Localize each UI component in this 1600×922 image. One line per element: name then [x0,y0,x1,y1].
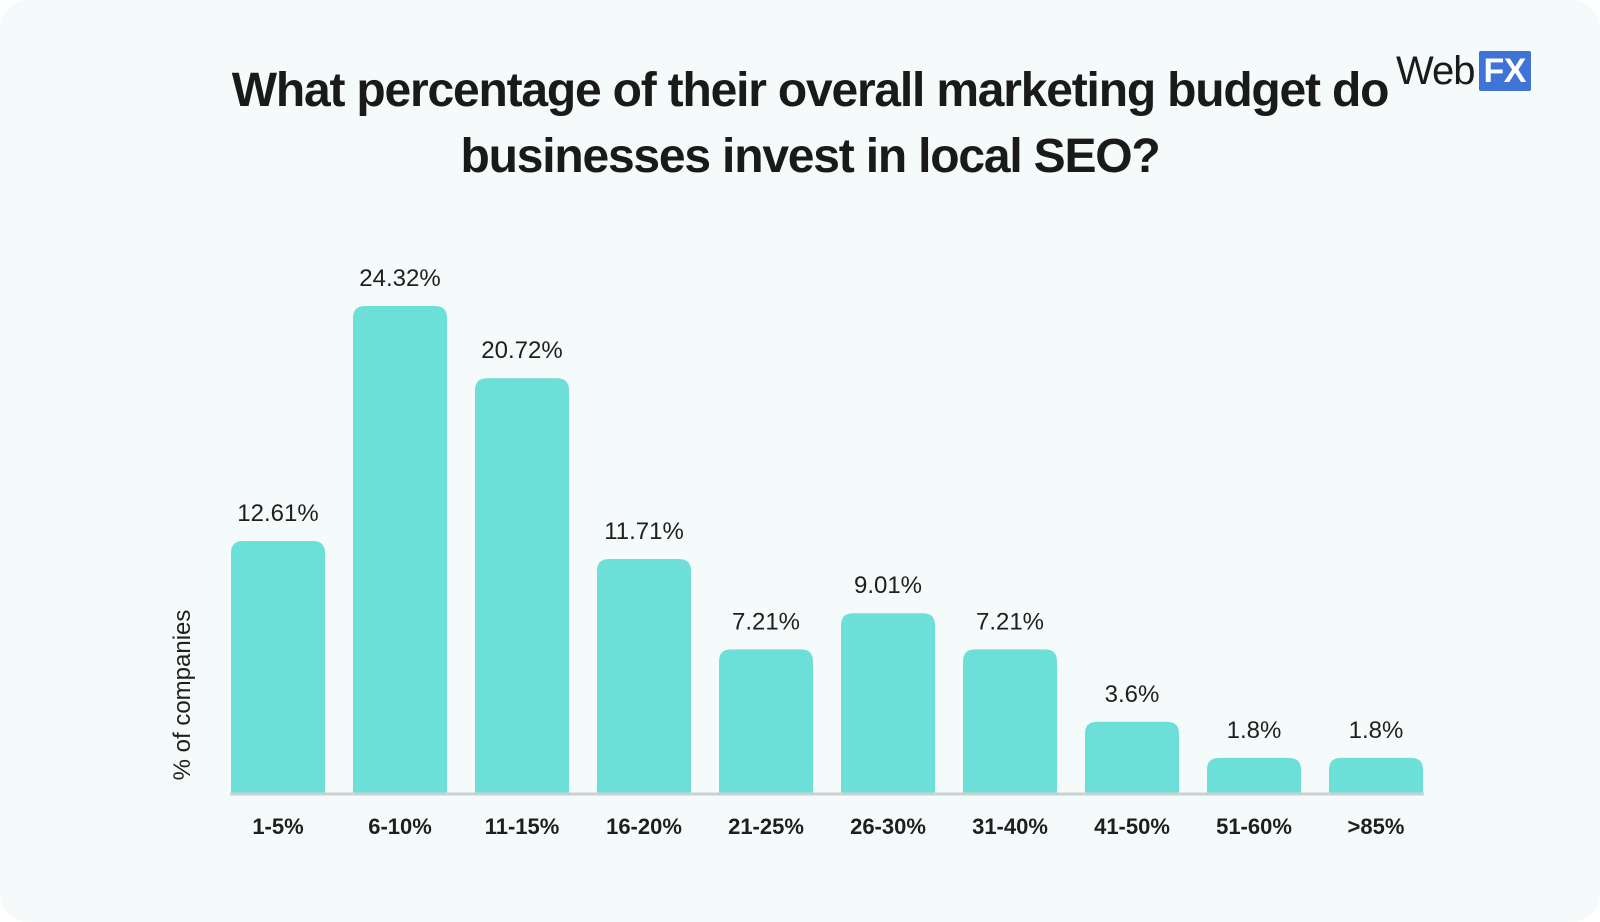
bar-31-40% [963,649,1057,794]
value-label: 9.01% [854,572,922,599]
bar->85% [1329,757,1423,794]
category-label: 11-15% [485,814,560,839]
category-label: 51-60% [1216,814,1292,839]
value-label: 1.8% [1349,717,1404,744]
chart-title: What percentage of their overall marketi… [231,64,1390,183]
bar-51-60% [1207,757,1301,794]
bar-26-30% [841,613,935,794]
category-label: 1-5% [252,814,303,839]
category-label: 6-10% [368,814,432,839]
bar-6-10% [353,306,447,794]
value-label: 24.32% [359,265,440,292]
logo-word: Web [1396,49,1476,93]
bar-21-25% [719,649,813,794]
value-label: 3.6% [1105,681,1160,708]
value-label: 7.21% [732,608,800,635]
bars-group [231,306,1423,794]
bar-16-20% [597,559,691,794]
bar-1-5% [231,540,325,794]
webfx-logo: Web FX [1396,50,1531,92]
y-axis-label: % of companies [169,610,196,781]
value-label: 20.72% [481,337,562,364]
bar-11-15% [475,378,569,794]
bar-41-50% [1085,721,1179,794]
logo-badge: FX [1478,51,1531,91]
category-label: 21-25% [728,814,804,839]
value-label: 7.21% [976,608,1044,635]
category-label: >85% [1348,814,1405,839]
category-labels-group: 1-5% 6-10% 11-15% 16-20% 21-25% 26-30% 31-40% 4… [252,814,1404,839]
value-label: 12.61% [237,500,318,527]
category-label: 26-30% [850,814,926,839]
category-label: 41-50% [1094,814,1170,839]
category-label: 16-20% [606,814,682,839]
value-label: 11.71% [604,518,684,545]
category-label: 31-40% [972,814,1048,839]
value-label: 1.8% [1227,717,1282,744]
value-labels-group: 12.61% 24.32% 20.72% 11.71% 7.21% 9.01% 7.21% 3… [237,265,1403,744]
